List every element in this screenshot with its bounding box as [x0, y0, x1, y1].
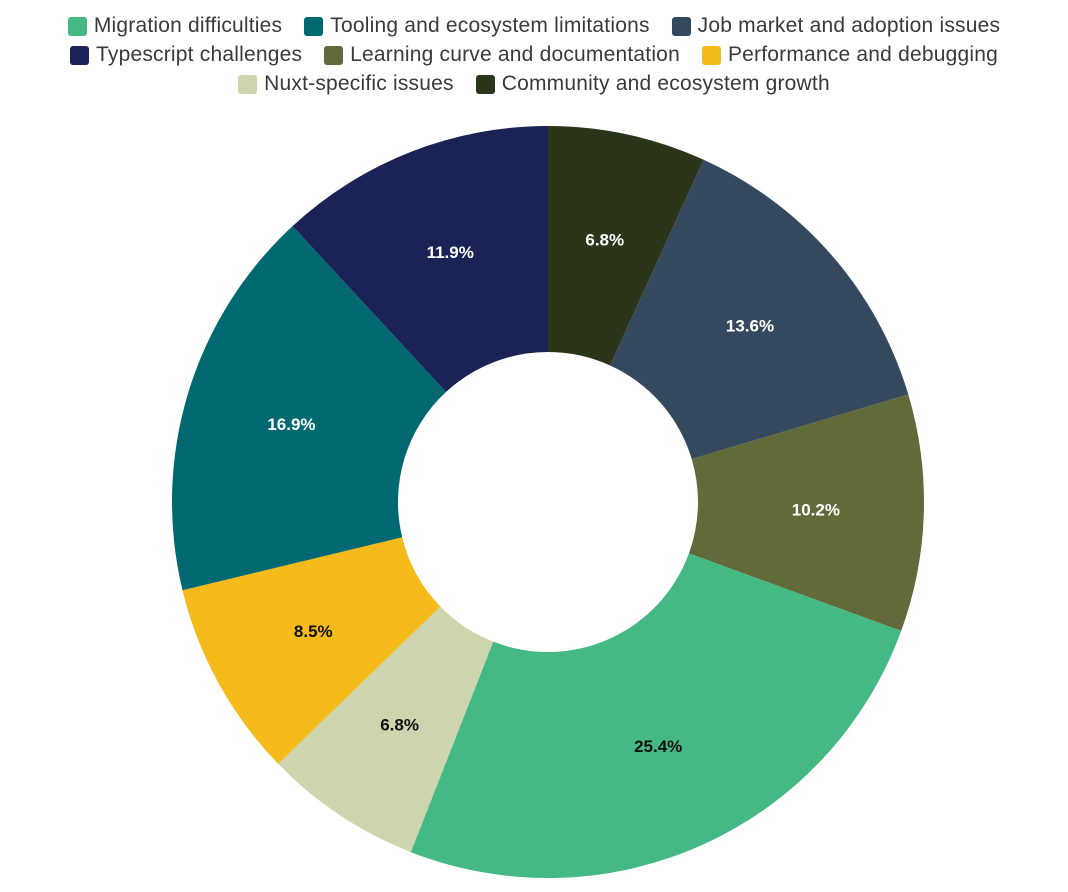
- slice-job-market-and-adoption-issues: [610, 159, 909, 460]
- legend: Migration difficulties Tooling and ecosy…: [0, 14, 1068, 96]
- legend-swatch: [701, 45, 721, 65]
- legend-item-community-and-ecosystem-growth: Community and ecosystem growth: [475, 72, 830, 96]
- slice-learning-curve-and-documentation: [688, 394, 925, 631]
- legend-swatch: [70, 45, 90, 65]
- legend-label: Learning curve and documentation: [350, 43, 680, 66]
- data-label-job-market-and-adoption-issues: 13.6%: [726, 316, 774, 335]
- legend-swatch: [304, 16, 324, 36]
- legend-item-learning-curve-and-documentation: Learning curve and documentation: [324, 43, 680, 67]
- legend-item-performance-and-debugging: Performance and debugging: [701, 43, 998, 67]
- slice-migration-difficulties: [410, 553, 902, 878]
- legend-label: Performance and debugging: [727, 43, 998, 66]
- legend-row-3: Nuxt-specific issues Community and ecosy…: [238, 72, 830, 96]
- slice-typescript-challenges: [292, 126, 548, 392]
- legend-item-migration-difficulties: Migration difficulties: [67, 14, 283, 38]
- legend-swatch: [67, 16, 87, 36]
- legend-label: Job market and adoption issues: [697, 14, 1001, 37]
- legend-label: Typescript challenges: [96, 43, 303, 66]
- legend-swatch: [671, 16, 691, 36]
- legend-row-1: Migration difficulties Tooling and ecosy…: [67, 14, 1001, 38]
- data-label-learning-curve-and-documentation: 10.2%: [792, 500, 840, 519]
- slice-tooling-and-ecosystem-limitations: [171, 226, 447, 591]
- slice-performance-and-debugging: [182, 537, 441, 764]
- legend-item-tooling-and-ecosystem-limitations: Tooling and ecosystem limitations: [304, 14, 649, 38]
- legend-item-job-market-and-adoption-issues: Job market and adoption issues: [671, 14, 1001, 38]
- data-label-migration-difficulties: 25.4%: [634, 737, 682, 756]
- data-label-typescript-challenges: 11.9%: [427, 243, 474, 262]
- legend-swatch: [475, 74, 495, 94]
- data-label-performance-and-debugging: 8.5%: [294, 622, 333, 641]
- legend-label: Migration difficulties: [93, 14, 283, 37]
- legend-label: Tooling and ecosystem limitations: [330, 14, 650, 37]
- slice-nuxt-specific-issues: [278, 606, 494, 853]
- slice-community-and-ecosystem-growth: [548, 126, 704, 366]
- data-label-community-and-ecosystem-growth: 6.8%: [585, 231, 624, 250]
- legend-label: Community and ecosystem growth: [501, 72, 830, 95]
- legend-row-2: Typescript challenges Learning curve and…: [70, 43, 998, 67]
- data-label-tooling-and-ecosystem-limitations: 16.9%: [267, 415, 315, 434]
- legend-item-nuxt-specific-issues: Nuxt-specific issues: [238, 72, 454, 96]
- legend-item-typescript-challenges: Typescript challenges: [70, 43, 302, 67]
- data-label-nuxt-specific-issues: 6.8%: [380, 716, 419, 735]
- legend-swatch: [324, 45, 344, 65]
- legend-label: Nuxt-specific issues: [264, 72, 454, 95]
- legend-swatch: [238, 74, 258, 94]
